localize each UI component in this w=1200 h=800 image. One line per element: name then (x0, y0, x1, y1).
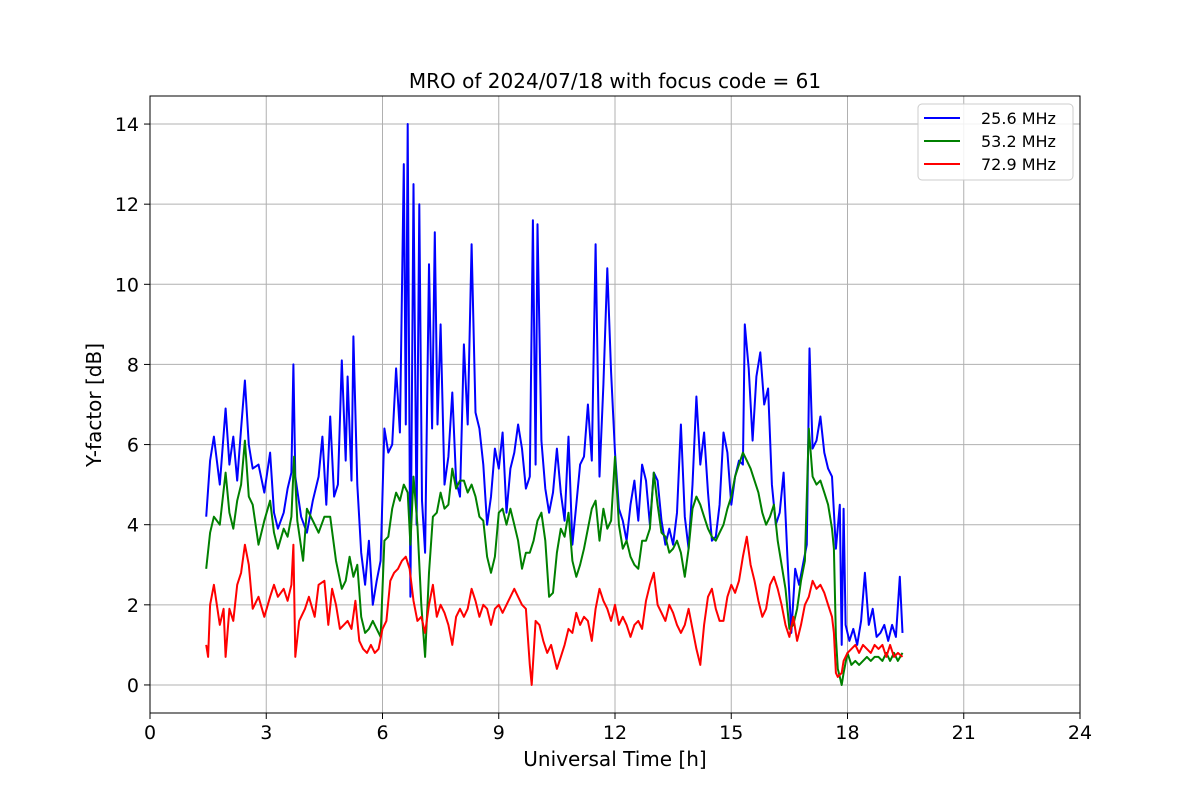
x-tick-label: 9 (493, 722, 505, 744)
x-tick-label: 12 (603, 722, 627, 744)
legend-box (917, 103, 1074, 181)
y-tick-label: 8 (127, 354, 139, 376)
chart-title: MRO of 2024/07/18 with focus code = 61 (409, 69, 821, 93)
legend-entry: 53.2 MHz (981, 132, 1056, 151)
series-line-25-6-mhz (205, 123, 904, 646)
x-axis-label: Universal Time [h] (523, 747, 706, 771)
legend: 25.6 MHz 53.2 MHz 72.9 MHz (917, 103, 1074, 181)
x-tick-label: 15 (719, 722, 743, 744)
x-tick-label: 18 (835, 722, 859, 744)
x-tick-label: 3 (260, 722, 272, 744)
x-tick-label: 21 (952, 722, 976, 744)
series-line-53-2-mhz (205, 427, 904, 686)
legend-entry: 72.9 MHz (981, 155, 1056, 174)
x-tick-label: 24 (1068, 722, 1092, 744)
y-tick-label: 12 (115, 194, 139, 216)
series-line-72-9-mhz (205, 535, 904, 686)
y-tick-label: 10 (115, 274, 139, 296)
y-tick-label: 2 (127, 595, 139, 617)
x-tick-label: 0 (144, 722, 156, 744)
series-lines (205, 123, 904, 686)
y-tick-label: 6 (127, 435, 139, 457)
y-tick-label: 14 (115, 114, 139, 136)
y-axis-label: Y-factor [dB] (82, 343, 106, 468)
y-tick-label: 4 (127, 515, 139, 537)
y-tick-label: 0 (127, 675, 139, 697)
legend-entry: 25.6 MHz (981, 109, 1056, 128)
x-tick-label: 6 (376, 722, 388, 744)
